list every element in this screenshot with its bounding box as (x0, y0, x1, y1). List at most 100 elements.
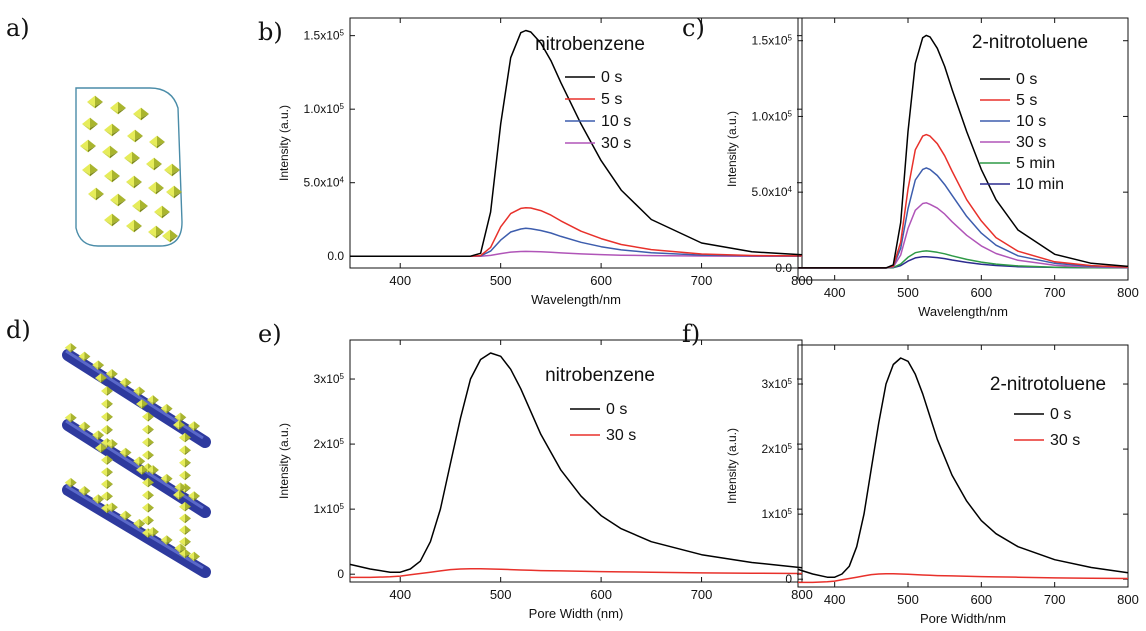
pyramid-d (160, 403, 173, 414)
legend-label: 0 s (1050, 406, 1071, 423)
pyramid-d (101, 425, 113, 435)
pyramid-a (104, 123, 120, 137)
framework-beam (62, 484, 211, 578)
pyramid-a (104, 213, 120, 227)
pyramid-d (101, 491, 113, 502)
pyramid-d (173, 420, 185, 430)
legend-label: 10 s (1016, 113, 1046, 130)
framework-strut (173, 490, 191, 559)
y-tick-label: 1.0x105 (752, 109, 793, 124)
y-tick-label: 1.5x105 (304, 28, 345, 43)
pyramid-d (101, 412, 113, 422)
framework-strut (95, 443, 113, 514)
y-axis-label: Intensity (a.u.) (277, 423, 291, 499)
pyramid-d (95, 373, 107, 383)
series-line (798, 255, 1129, 269)
x-axis-label: Wavelength/nm (531, 292, 621, 307)
x-tick-label: 700 (1044, 592, 1066, 607)
pyramid-d (179, 537, 191, 547)
x-tick-label: 800 (791, 587, 813, 602)
pyramid-a (127, 129, 143, 143)
panel-letter-b: b) (258, 18, 283, 46)
panel-letter-f: f) (682, 320, 701, 348)
pyramid-a (126, 175, 142, 189)
pyramid-d (95, 443, 107, 453)
pyramid-d (179, 483, 191, 493)
pyramid-d (92, 430, 105, 440)
pyramid-d (146, 527, 159, 537)
panel-letter-e: e) (258, 320, 282, 348)
pyramid-d (101, 479, 113, 489)
pyramid-d (142, 503, 154, 513)
pyramid-d (174, 482, 187, 493)
series-line (798, 133, 1129, 269)
y-tick-label: 1.0x105 (304, 102, 345, 117)
pyramid-a (164, 163, 180, 177)
pyramid-a (148, 225, 164, 239)
pyramid-d (78, 421, 91, 432)
y-tick-label: 3x105 (314, 372, 345, 387)
pyramid-a (82, 117, 98, 131)
legend-label: 0 s (1016, 71, 1037, 88)
pyramid-a (87, 95, 103, 109)
plot-frame (797, 17, 1129, 281)
x-tick-label: 600 (590, 273, 612, 288)
series-line (798, 167, 1129, 269)
pyramid-d (142, 411, 154, 422)
pyramid-d (101, 503, 113, 514)
pyramid-d (188, 551, 201, 562)
pyramid-d (101, 386, 113, 396)
pyramid-a (154, 205, 170, 219)
pyramid-d (179, 525, 191, 535)
plot-frame (349, 339, 803, 583)
legend-label: 30 s (606, 427, 636, 444)
legend-label: 30 s (1050, 432, 1080, 449)
pyramid-d (174, 412, 187, 423)
x-axis-label: Pore Width (nm) (529, 606, 624, 621)
x-tick-label: 400 (824, 285, 846, 300)
framework-strut (136, 399, 154, 473)
pyramid-d (64, 412, 77, 423)
pyramid-d (105, 369, 118, 379)
pyramid-d (160, 473, 173, 484)
y-tick-label: 0.0 (327, 249, 344, 263)
pyramid-d (179, 470, 191, 481)
x-tick-label: 500 (897, 592, 919, 607)
pyramid-a (133, 107, 149, 121)
y-tick-label: 0 (785, 572, 792, 586)
pyramid-d (119, 377, 132, 388)
y-tick-label: 0.0 (775, 261, 792, 275)
pyramid-a (88, 187, 104, 201)
legend-label: 5 s (1016, 92, 1037, 109)
framework-strut (95, 373, 113, 448)
pyramid-d (142, 477, 154, 488)
pyramid-a (146, 157, 162, 171)
pyramid-d (179, 445, 191, 455)
pyramid-a (124, 151, 140, 165)
x-tick-label: 700 (1044, 285, 1066, 300)
pyramid-d (146, 465, 159, 475)
chart-title: nitrobenzene (535, 34, 645, 55)
series-line (349, 352, 803, 573)
pyramid-d (179, 432, 191, 443)
series-line (798, 34, 1129, 269)
series-line (797, 357, 1129, 578)
pyramid-d (136, 465, 148, 475)
pyramid-a (148, 181, 164, 195)
pyramid-d (105, 439, 118, 449)
panel-letter-c: c) (682, 14, 705, 42)
chart-title: 2-nitrotoluene (990, 374, 1106, 395)
x-tick-label: 400 (389, 587, 411, 602)
y-axis-label: Intensity (a.u.) (725, 111, 739, 187)
pyramid-d (64, 342, 77, 353)
pyramid-a (110, 101, 126, 115)
pyramid-d (179, 513, 191, 524)
legend-label: 5 s (601, 91, 622, 108)
pyramid-d (179, 501, 191, 512)
framework-strut (136, 465, 154, 538)
x-tick-label: 500 (897, 285, 919, 300)
series-line (350, 567, 803, 579)
pyramid-d (142, 528, 154, 538)
pyramid-d (142, 490, 154, 500)
